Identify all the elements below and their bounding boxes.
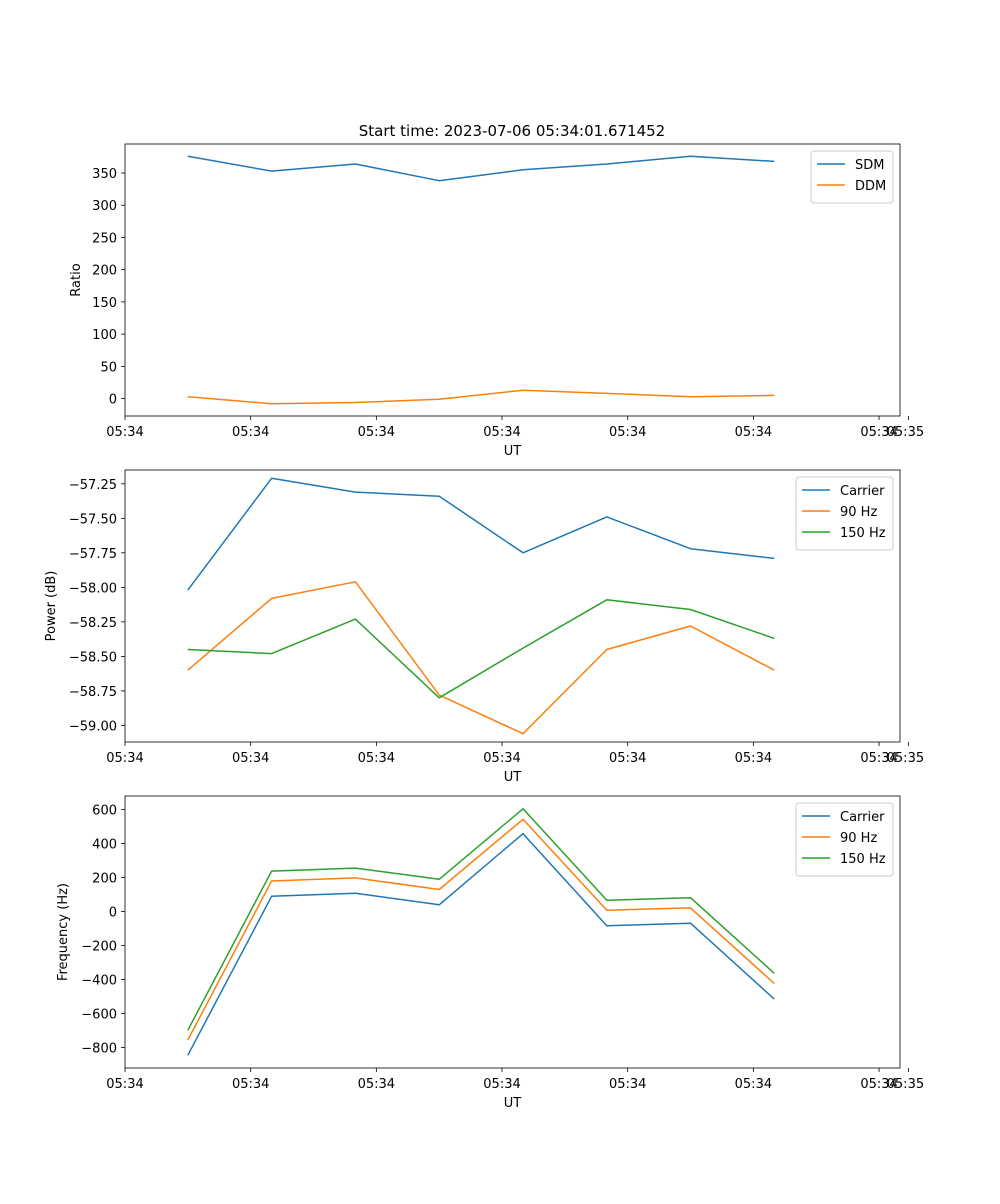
y-tick-label: −59.00: [69, 719, 117, 734]
series-line-150-hz: [187, 808, 775, 1031]
chart-panel-1: 05:34 05:34 05:34 05:34 05:34 05:34 05:3405:35…: [69, 143, 924, 459]
y-tick-label: 150: [92, 296, 117, 311]
series-line-90-hz: [187, 818, 775, 1041]
legend-label: 150 Hz: [840, 526, 886, 541]
legend-label: SDM: [855, 158, 884, 173]
y-tick-label: 400: [92, 838, 117, 853]
x-tick-label: 05:34: [860, 751, 897, 766]
x-tick-label: 05:34: [860, 1077, 897, 1092]
x-tick-label: 05:34: [106, 425, 143, 440]
y-tick-label: 0: [109, 906, 117, 921]
series-line-90-hz: [187, 581, 775, 735]
x-tick-label: 05:35: [887, 1077, 924, 1092]
chart-panel-2: 05:34 05:34 05:34 05:34 05:34 05:34 05:3405:35…: [44, 469, 924, 785]
chart-panel-3: 05:34 05:34 05:34 05:34 05:34 05:34 05:3405:35…: [56, 795, 924, 1111]
y-tick-label: −58.50: [69, 650, 117, 665]
y-axis-label: Frequency (Hz): [56, 883, 71, 981]
legend-label: 150 Hz: [840, 852, 886, 867]
x-axis-label: UT: [504, 1096, 522, 1111]
y-tick-label: 200: [92, 872, 117, 887]
x-tick-label: 05:35: [887, 425, 924, 440]
y-tick-label: −58.25: [69, 616, 117, 631]
axes-frame: [124, 469, 901, 743]
series-line-sdm: [187, 155, 775, 182]
series-line-carrier: [187, 832, 775, 1056]
figure-title: Start time: 2023-07-06 05:34:01.671452: [359, 122, 665, 140]
x-tick-label: 05:34: [735, 751, 772, 766]
x-tick-label: 05:34: [483, 1077, 520, 1092]
series-line-150-hz: [187, 599, 775, 699]
x-tick-label: 05:34: [483, 425, 520, 440]
legend: Carrier 90 Hz 150 Hz: [795, 476, 894, 551]
y-tick-label: 0: [109, 393, 117, 408]
legend-label: 90 Hz: [840, 505, 877, 520]
series-line-ddm: [187, 389, 775, 405]
x-tick-label: 05:34: [232, 425, 269, 440]
y-tick-label: −58.00: [69, 581, 117, 596]
x-tick-label: 05:35: [887, 751, 924, 766]
axes-frame: [124, 795, 901, 1069]
y-tick-label: −57.25: [69, 478, 117, 493]
series-line-carrier: [187, 477, 775, 591]
x-tick-label: 05:34: [609, 751, 646, 766]
x-tick-label: 05:34: [358, 751, 395, 766]
y-tick-label: −57.50: [69, 512, 117, 527]
legend-label: Carrier: [840, 810, 885, 825]
y-tick-label: 100: [92, 328, 117, 343]
x-tick-label: 05:34: [232, 1077, 269, 1092]
x-tick-label: 05:34: [609, 425, 646, 440]
y-tick-label: −58.75: [69, 685, 117, 700]
y-tick-label: −800: [81, 1042, 117, 1057]
legend: Carrier 90 Hz 150 Hz: [795, 802, 894, 877]
legend-label: DDM: [855, 179, 886, 194]
y-tick-label: 50: [100, 360, 117, 375]
legend-label: Carrier: [840, 484, 885, 499]
legend-label: 90 Hz: [840, 831, 877, 846]
x-tick-label: 05:34: [106, 1077, 143, 1092]
x-axis-label: UT: [504, 444, 522, 459]
y-tick-label: −400: [81, 974, 117, 989]
x-tick-label: 05:34: [609, 1077, 646, 1092]
x-tick-label: 05:34: [735, 1077, 772, 1092]
y-tick-label: −600: [81, 1008, 117, 1023]
x-tick-label: 05:34: [483, 751, 520, 766]
y-axis-label: Ratio: [69, 263, 84, 296]
x-tick-label: 05:34: [232, 751, 269, 766]
y-tick-label: 600: [92, 804, 117, 819]
y-axis-label: Power (dB): [44, 571, 59, 642]
y-tick-label: 350: [92, 167, 117, 182]
y-tick-label: 250: [92, 231, 117, 246]
y-tick-label: 300: [92, 199, 117, 214]
legend: SDM DDM: [810, 150, 894, 204]
x-tick-label: 05:34: [735, 425, 772, 440]
x-axis-label: UT: [504, 770, 522, 785]
x-tick-label: 05:34: [106, 751, 143, 766]
y-tick-label: 200: [92, 264, 117, 279]
x-tick-label: 05:34: [358, 1077, 395, 1092]
x-tick-label: 05:34: [860, 425, 897, 440]
axes-frame: [124, 143, 901, 417]
y-tick-label: −57.75: [69, 547, 117, 562]
x-tick-label: 05:34: [358, 425, 395, 440]
y-tick-label: −200: [81, 940, 117, 955]
